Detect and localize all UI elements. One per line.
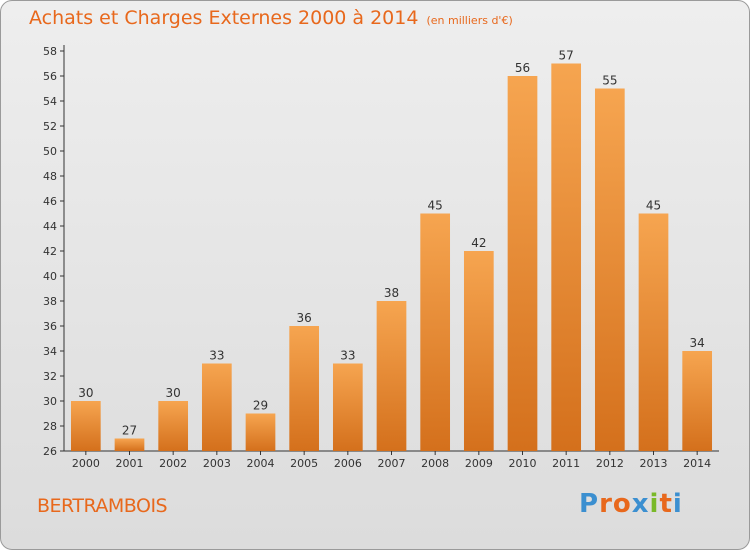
- data-label-2012: 55: [602, 74, 617, 88]
- data-label-2006: 33: [340, 349, 355, 363]
- logo-letter: P: [579, 489, 600, 519]
- data-label-2004: 29: [253, 399, 268, 413]
- commune-name: BERTRAMBOIS: [37, 495, 168, 517]
- x-tick-label: 2014: [683, 457, 711, 470]
- logo-letter: i: [649, 489, 660, 519]
- chart-title: Achats et Charges Externes 2000 à 2014 (e…: [29, 7, 513, 29]
- bar-2002[interactable]: [158, 401, 189, 451]
- data-label-2005: 36: [297, 311, 312, 325]
- x-tick-label: 2007: [378, 457, 406, 470]
- y-tick-label: 46: [43, 195, 57, 208]
- data-label-2001: 27: [122, 424, 137, 438]
- x-tick-label: 2004: [247, 457, 275, 470]
- x-tick-label: 2011: [552, 457, 580, 470]
- chart-title-text: Achats et Charges Externes 2000 à 2014: [29, 7, 419, 29]
- y-tick-label: 34: [43, 345, 57, 358]
- data-labels: 30 27 30 33 29 36 33 38 45 42 56 57 55 45 34: [78, 49, 705, 438]
- y-tick-label: 50: [43, 145, 57, 158]
- bar-2006[interactable]: [332, 363, 363, 452]
- x-tick-label: 2006: [334, 457, 362, 470]
- data-label-2002: 30: [166, 386, 181, 400]
- bar-2007[interactable]: [376, 301, 407, 451]
- bar-2013[interactable]: [638, 213, 669, 452]
- y-tick-label: 58: [43, 45, 57, 58]
- y-tick-label: 52: [43, 120, 57, 133]
- data-label-2010: 56: [515, 61, 530, 75]
- data-label-2000: 30: [78, 386, 93, 400]
- data-label-2008: 45: [428, 199, 443, 213]
- y-tick-label: 28: [43, 420, 57, 433]
- y-tick-label: 26: [43, 445, 57, 458]
- bar-2003[interactable]: [201, 363, 232, 452]
- y-tick-label: 48: [43, 170, 57, 183]
- y-tick-label: 42: [43, 245, 57, 258]
- x-tick-label: 2008: [421, 457, 449, 470]
- logo-letter: t: [659, 489, 673, 519]
- x-tick-label: 2013: [640, 457, 668, 470]
- y-tick-label: 30: [43, 395, 57, 408]
- bar-2010[interactable]: [507, 76, 538, 451]
- logo-letter: i: [672, 489, 683, 519]
- chart-subtitle: (en milliers d'€): [426, 14, 513, 27]
- x-tick-label: 2001: [116, 457, 144, 470]
- y-tick-label: 32: [43, 370, 57, 383]
- y-tick-label: 56: [43, 70, 57, 83]
- x-tick-label: 2002: [159, 457, 187, 470]
- proxiti-logo[interactable]: Proxiti: [579, 489, 683, 519]
- y-tick-label: 44: [43, 220, 57, 233]
- y-axis: 26 28 30 32 34 36 38 40 42 44 46 48 50 52 54 56 58: [43, 45, 65, 458]
- x-tick-label: 2010: [509, 457, 537, 470]
- y-tick-label: 54: [43, 95, 57, 108]
- y-tick-label: 38: [43, 295, 57, 308]
- data-label-2009: 42: [471, 236, 486, 250]
- x-tick-label: 2009: [465, 457, 493, 470]
- bar-2000[interactable]: [70, 401, 101, 451]
- bar-2014[interactable]: [682, 351, 713, 451]
- bar-2011[interactable]: [551, 63, 582, 452]
- data-label-2014: 34: [690, 336, 705, 350]
- bar-2012[interactable]: [594, 88, 625, 452]
- x-tick-label: 2005: [290, 457, 318, 470]
- x-tick-label: 2003: [203, 457, 231, 470]
- data-label-2013: 45: [646, 199, 661, 213]
- x-tick-label: 2000: [72, 457, 100, 470]
- bar-2001[interactable]: [114, 438, 145, 452]
- logo-letter: x: [631, 489, 650, 519]
- data-label-2003: 33: [209, 349, 224, 363]
- bar-2009[interactable]: [463, 251, 494, 451]
- data-label-2007: 38: [384, 286, 399, 300]
- logo-letter: r: [599, 489, 613, 519]
- bars: [70, 63, 713, 452]
- bar-2004[interactable]: [245, 413, 276, 452]
- y-tick-label: 40: [43, 270, 57, 283]
- logo-letter: o: [612, 489, 632, 519]
- x-tick-label: 2012: [596, 457, 624, 470]
- x-axis: 2000 2001 2002 2003 2004 2005 2006 2007 2008 2009…: [64, 450, 719, 470]
- data-label-2011: 57: [559, 49, 574, 63]
- y-tick-label: 36: [43, 320, 57, 333]
- bar-2005[interactable]: [289, 326, 320, 451]
- bar-2008[interactable]: [420, 213, 451, 452]
